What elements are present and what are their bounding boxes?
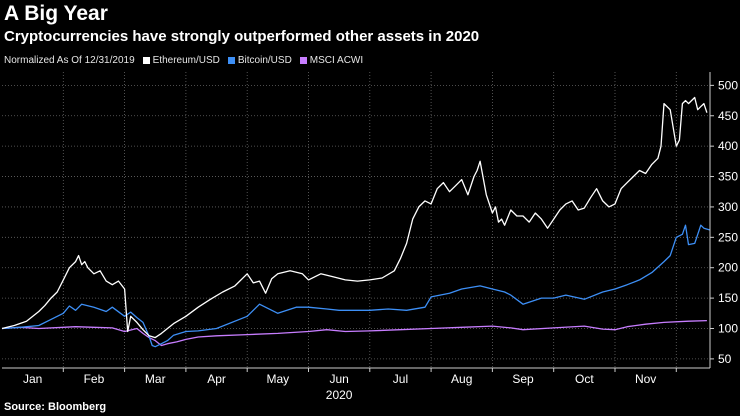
y-tick-label: 450 [718,109,738,123]
x-tick-label: Aug [451,372,472,386]
y-tick-label: 250 [718,230,738,244]
legend-label-msci: MSCI ACWI [309,55,364,66]
y-tick-label: 500 [718,78,738,92]
legend-note: Normalized As Of 12/31/2019 [4,55,135,66]
x-tick-label: Sep [512,372,534,386]
y-tick-label: 400 [718,139,738,153]
y-tick-label: 350 [718,170,738,184]
legend-swatch-msci [299,57,307,64]
legend-item-bitcoin: Bitcoin/USD [227,55,292,66]
series-line-bitcoin-usd [1,224,711,348]
source-note: Source: Bloomberg [4,401,107,413]
y-tick-label: 150 [718,291,738,305]
x-tick-label: Nov [635,372,656,386]
x-tick-label: Apr [207,372,226,386]
x-tick-label: Mar [145,372,166,386]
legend-swatch-ethereum [142,57,150,64]
y-tick-label: 200 [718,261,738,275]
y-tick-label: 300 [718,200,738,214]
x-tick-label: May [267,372,290,386]
grid-layer [2,72,710,368]
series-layer [1,96,711,348]
legend-label-ethereum: Ethereum/USD [152,55,220,66]
chart-title: A Big Year [4,2,108,25]
x-tick-label: Jun [329,372,348,386]
legend-item-msci: MSCI ACWI [299,55,364,66]
chart-subtitle: Cryptocurrencies have strongly outperfor… [4,28,480,45]
x-tick-label: Jul [393,372,408,386]
y-tick-label: 100 [718,321,738,335]
series-line-msci-acwi [1,319,707,347]
chart-legend: Normalized As Of 12/31/2019 Ethereum/USD… [4,55,371,66]
legend-item-ethereum: Ethereum/USD [142,55,220,66]
x-tick-label: Jan [23,372,42,386]
legend-label-bitcoin: Bitcoin/USD [237,55,292,66]
x-axis-label: 2020 [326,388,353,402]
x-tick-label: Oct [575,372,594,386]
y-tick-label: 50 [718,352,732,366]
series-line-ethereum-usd [1,96,708,339]
axis-layer: 50 100 150 200 250 300 350 400 450 500 Jan Feb Mar Ap… [2,72,738,402]
x-tick-label: Feb [84,372,105,386]
legend-swatch-bitcoin [227,57,235,64]
